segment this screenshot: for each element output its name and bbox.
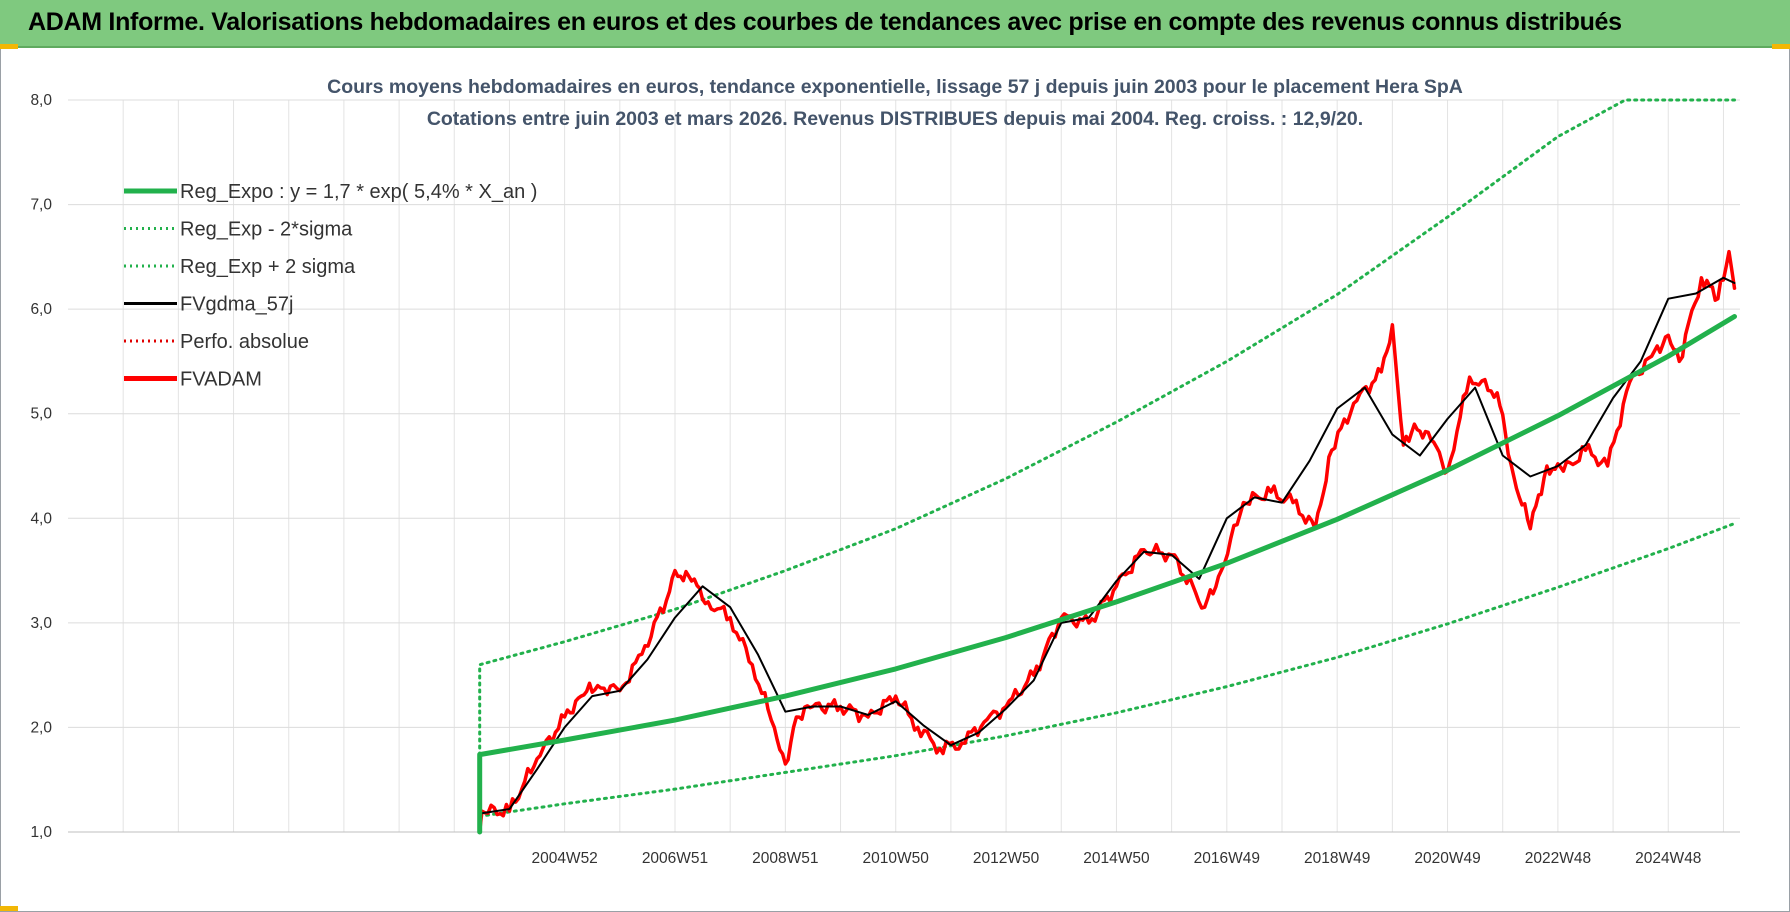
header-banner: ADAM Informe. Valorisations hebdomadaire… (0, 0, 1790, 48)
x-tick-label: 2020W49 (1414, 850, 1480, 867)
corner-mark-bottom-left (0, 906, 18, 911)
x-tick-label: 2004W52 (531, 850, 597, 867)
x-tick-label: 2018W49 (1304, 850, 1370, 867)
x-tick-label: 2006W51 (642, 850, 708, 867)
y-tick-label: 7,0 (30, 197, 52, 214)
y-tick-label: 1,0 (30, 824, 52, 841)
y-tick-label: 6,0 (30, 301, 52, 318)
series-line-reg-expo (477, 314, 1737, 835)
x-tick-label: 2024W48 (1635, 850, 1701, 867)
y-tick-label: 5,0 (30, 406, 52, 423)
chart-title: Cours moyens hebdomadaires en euros, ten… (327, 76, 1463, 98)
x-tick-label: 2022W48 (1525, 850, 1591, 867)
header-title: ADAM Informe. Valorisations hebdomadaire… (28, 8, 1622, 36)
x-tick-label: 2012W50 (973, 850, 1040, 867)
legend-label: Reg_Exp + 2 sigma (180, 256, 356, 278)
x-tick-label: 2014W50 (1083, 850, 1150, 867)
legend: Reg_Expo : y = 1,7 * exp( 5,4% * X_an ) R… (124, 181, 537, 391)
corner-mark-left (0, 44, 18, 49)
y-tick-label: 3,0 (30, 615, 52, 632)
legend-label: Reg_Exp - 2*sigma (180, 219, 353, 241)
y-tick-label: 2,0 (30, 719, 52, 736)
legend-label: Reg_Expo : y = 1,7 * exp( 5,4% * X_an ) (180, 181, 537, 203)
y-tick-label: 8,0 (30, 92, 52, 109)
chart-subtitle: Cotations entre juin 2003 et mars 2026. … (427, 108, 1363, 130)
series-group (477, 98, 1737, 835)
axes: 1,0 2,0 3,0 4,0 5,0 6,0 7,0 8,0 2004W52 2006W51 20… (30, 92, 1740, 867)
x-tick-label: 2008W51 (752, 850, 818, 867)
series-line-fvadam (477, 249, 1737, 834)
legend-label: FVgdma_57j (180, 294, 293, 316)
x-tick-label: 2016W49 (1194, 850, 1260, 867)
legend-label: FVADAM (180, 369, 262, 391)
series-line-reg-expo-minus-2sigma (478, 522, 1736, 818)
series-line-fvgdma (480, 276, 1736, 815)
grid-lines (68, 99, 1740, 833)
series-line-reg-expo-plus-2sigma (478, 98, 1736, 834)
legend-label: Perfo. absolue (180, 331, 309, 353)
corner-mark-right (1772, 44, 1790, 49)
x-tick-label: 2010W50 (863, 850, 930, 867)
y-tick-label: 4,0 (30, 510, 52, 527)
